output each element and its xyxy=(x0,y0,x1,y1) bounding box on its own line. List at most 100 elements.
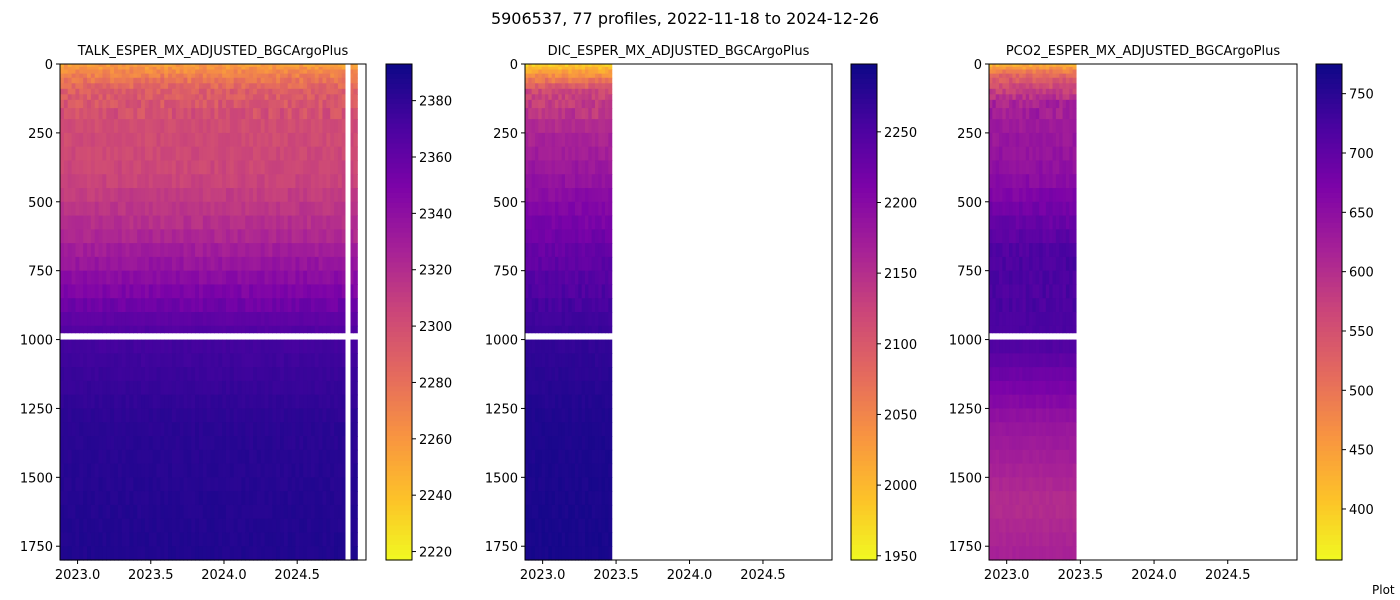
heatmap-cell xyxy=(264,64,270,68)
heatmap-cell xyxy=(541,94,546,101)
heatmap-cell xyxy=(287,108,293,120)
heatmap-cell xyxy=(79,201,84,217)
heatmap-cell xyxy=(253,504,258,520)
heatmap-cell xyxy=(1009,77,1013,84)
heatmap-cell xyxy=(999,270,1003,286)
colorbar-segment xyxy=(386,267,412,273)
heatmap-cell xyxy=(256,284,262,299)
heatmap-cell xyxy=(565,174,569,189)
heatmap-cell xyxy=(98,188,104,203)
heatmap-cell xyxy=(241,215,246,230)
heatmap-cell xyxy=(538,367,543,382)
heatmap-cell xyxy=(144,99,150,109)
heatmap-cell xyxy=(175,66,181,71)
heatmap-cell xyxy=(1005,83,1010,90)
heatmap-cell xyxy=(322,256,327,272)
heatmap-cell xyxy=(237,215,243,230)
heatmap-cell xyxy=(71,463,77,478)
heatmap-cell xyxy=(245,119,250,134)
missing-data-strip xyxy=(345,64,351,560)
heatmap-cell xyxy=(222,64,227,68)
heatmap-cell xyxy=(260,94,266,101)
heatmap-cell xyxy=(307,504,312,520)
heatmap-cell xyxy=(581,477,586,492)
heatmap-cell xyxy=(1015,69,1020,75)
heatmap-cell xyxy=(568,174,573,189)
heatmap-cell xyxy=(60,99,65,109)
heatmap-cell xyxy=(225,436,231,451)
heatmap-cell xyxy=(94,94,100,101)
heatmap-cell xyxy=(555,422,559,437)
heatmap-cell xyxy=(558,66,563,71)
heatmap-cell xyxy=(591,201,596,217)
heatmap-cell xyxy=(561,504,566,520)
heatmap-cell xyxy=(299,518,304,534)
heatmap-cell xyxy=(1005,477,1010,492)
y-tick-label: 1500 xyxy=(20,471,53,486)
heatmap-cell xyxy=(555,174,559,189)
heatmap-cell xyxy=(555,367,559,382)
heatmap-cell xyxy=(202,353,208,368)
heatmap-cell xyxy=(330,188,335,203)
heatmap-cell xyxy=(63,119,69,134)
heatmap-cell xyxy=(179,108,185,120)
heatmap-cell xyxy=(141,312,146,327)
heatmap-cell xyxy=(1015,94,1020,101)
heatmap-cell xyxy=(222,367,227,382)
heatmap-cell xyxy=(144,256,150,272)
heatmap-cell xyxy=(241,532,246,547)
heatmap-cell xyxy=(588,215,593,230)
heatmap-cell xyxy=(179,243,185,258)
heatmap-cell xyxy=(322,270,327,286)
heatmap-cell xyxy=(218,546,223,561)
heatmap-cell xyxy=(106,436,111,451)
heatmap-cell xyxy=(183,66,188,71)
heatmap-cell xyxy=(94,463,100,478)
colorbar-segment xyxy=(851,73,877,80)
heatmap-cell xyxy=(264,463,270,478)
heatmap-cell xyxy=(218,160,223,175)
heatmap-cell xyxy=(578,477,583,492)
heatmap-cell xyxy=(322,284,327,299)
heatmap-cell xyxy=(330,215,335,230)
heatmap-cell xyxy=(156,146,161,162)
heatmap-cell xyxy=(535,380,539,396)
heatmap-cell xyxy=(276,532,281,547)
heatmap-cell xyxy=(222,380,227,396)
heatmap-cell xyxy=(601,243,606,258)
heatmap-cell xyxy=(264,449,270,465)
heatmap-cell xyxy=(87,422,92,437)
heatmap-cell xyxy=(283,188,289,203)
heatmap-cell xyxy=(303,119,308,134)
heatmap-cell xyxy=(206,88,212,95)
heatmap-cell xyxy=(1009,69,1013,75)
heatmap-cell xyxy=(71,339,77,354)
heatmap-cell xyxy=(995,108,1000,120)
heatmap-cell xyxy=(187,77,192,84)
heatmap-cell xyxy=(578,215,583,230)
heatmap-cell xyxy=(341,477,347,492)
heatmap-cell xyxy=(287,463,293,478)
heatmap-cell xyxy=(528,188,533,203)
heatmap-cell xyxy=(106,284,111,299)
heatmap-cell xyxy=(245,229,250,244)
heatmap-cell xyxy=(299,422,304,437)
heatmap-cell xyxy=(571,64,576,68)
heatmap-cell xyxy=(129,201,134,217)
colorbar-segment xyxy=(851,445,877,452)
heatmap-cell xyxy=(531,64,536,68)
heatmap-cell xyxy=(558,380,563,396)
heatmap-cell xyxy=(989,64,993,68)
heatmap-cell xyxy=(585,546,589,561)
heatmap-cell xyxy=(245,380,250,396)
heatmap-cell xyxy=(106,367,111,382)
heatmap-cell xyxy=(571,256,576,272)
heatmap-cell xyxy=(133,284,138,299)
heatmap-cell xyxy=(283,256,289,272)
heatmap-cell xyxy=(164,394,169,410)
heatmap-cell xyxy=(175,449,181,465)
heatmap-cell xyxy=(98,463,104,478)
heatmap-cell xyxy=(334,256,339,272)
heatmap-cell xyxy=(561,477,566,492)
heatmap-cell xyxy=(528,422,533,437)
